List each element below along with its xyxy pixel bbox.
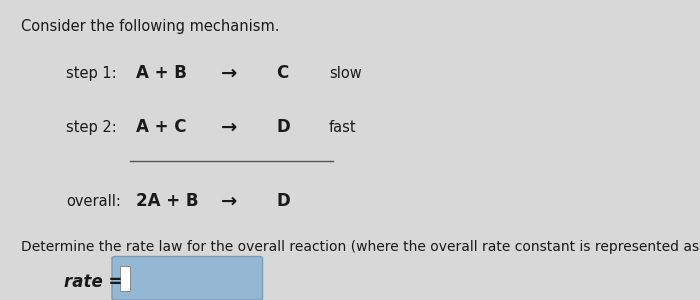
Text: →: → (220, 64, 237, 83)
Text: 2A + B: 2A + B (136, 192, 199, 210)
Text: A + B: A + B (136, 64, 188, 82)
Text: A + C: A + C (136, 118, 187, 136)
Text: rate =: rate = (64, 273, 122, 291)
Text: Determine the rate law for the overall reaction (where the overall rate constant: Determine the rate law for the overall r… (21, 241, 700, 254)
Text: step 1:: step 1: (66, 66, 117, 81)
Text: overall:: overall: (66, 194, 121, 208)
FancyBboxPatch shape (112, 256, 262, 300)
Bar (120, 266, 130, 291)
Text: slow: slow (329, 66, 362, 81)
Text: Consider the following mechanism.: Consider the following mechanism. (21, 20, 279, 34)
Text: D: D (276, 192, 290, 210)
Text: step 2:: step 2: (66, 120, 118, 135)
Text: D: D (276, 118, 290, 136)
Text: →: → (220, 118, 237, 137)
Text: C: C (276, 64, 288, 82)
Text: fast: fast (329, 120, 356, 135)
Text: →: → (220, 191, 237, 211)
